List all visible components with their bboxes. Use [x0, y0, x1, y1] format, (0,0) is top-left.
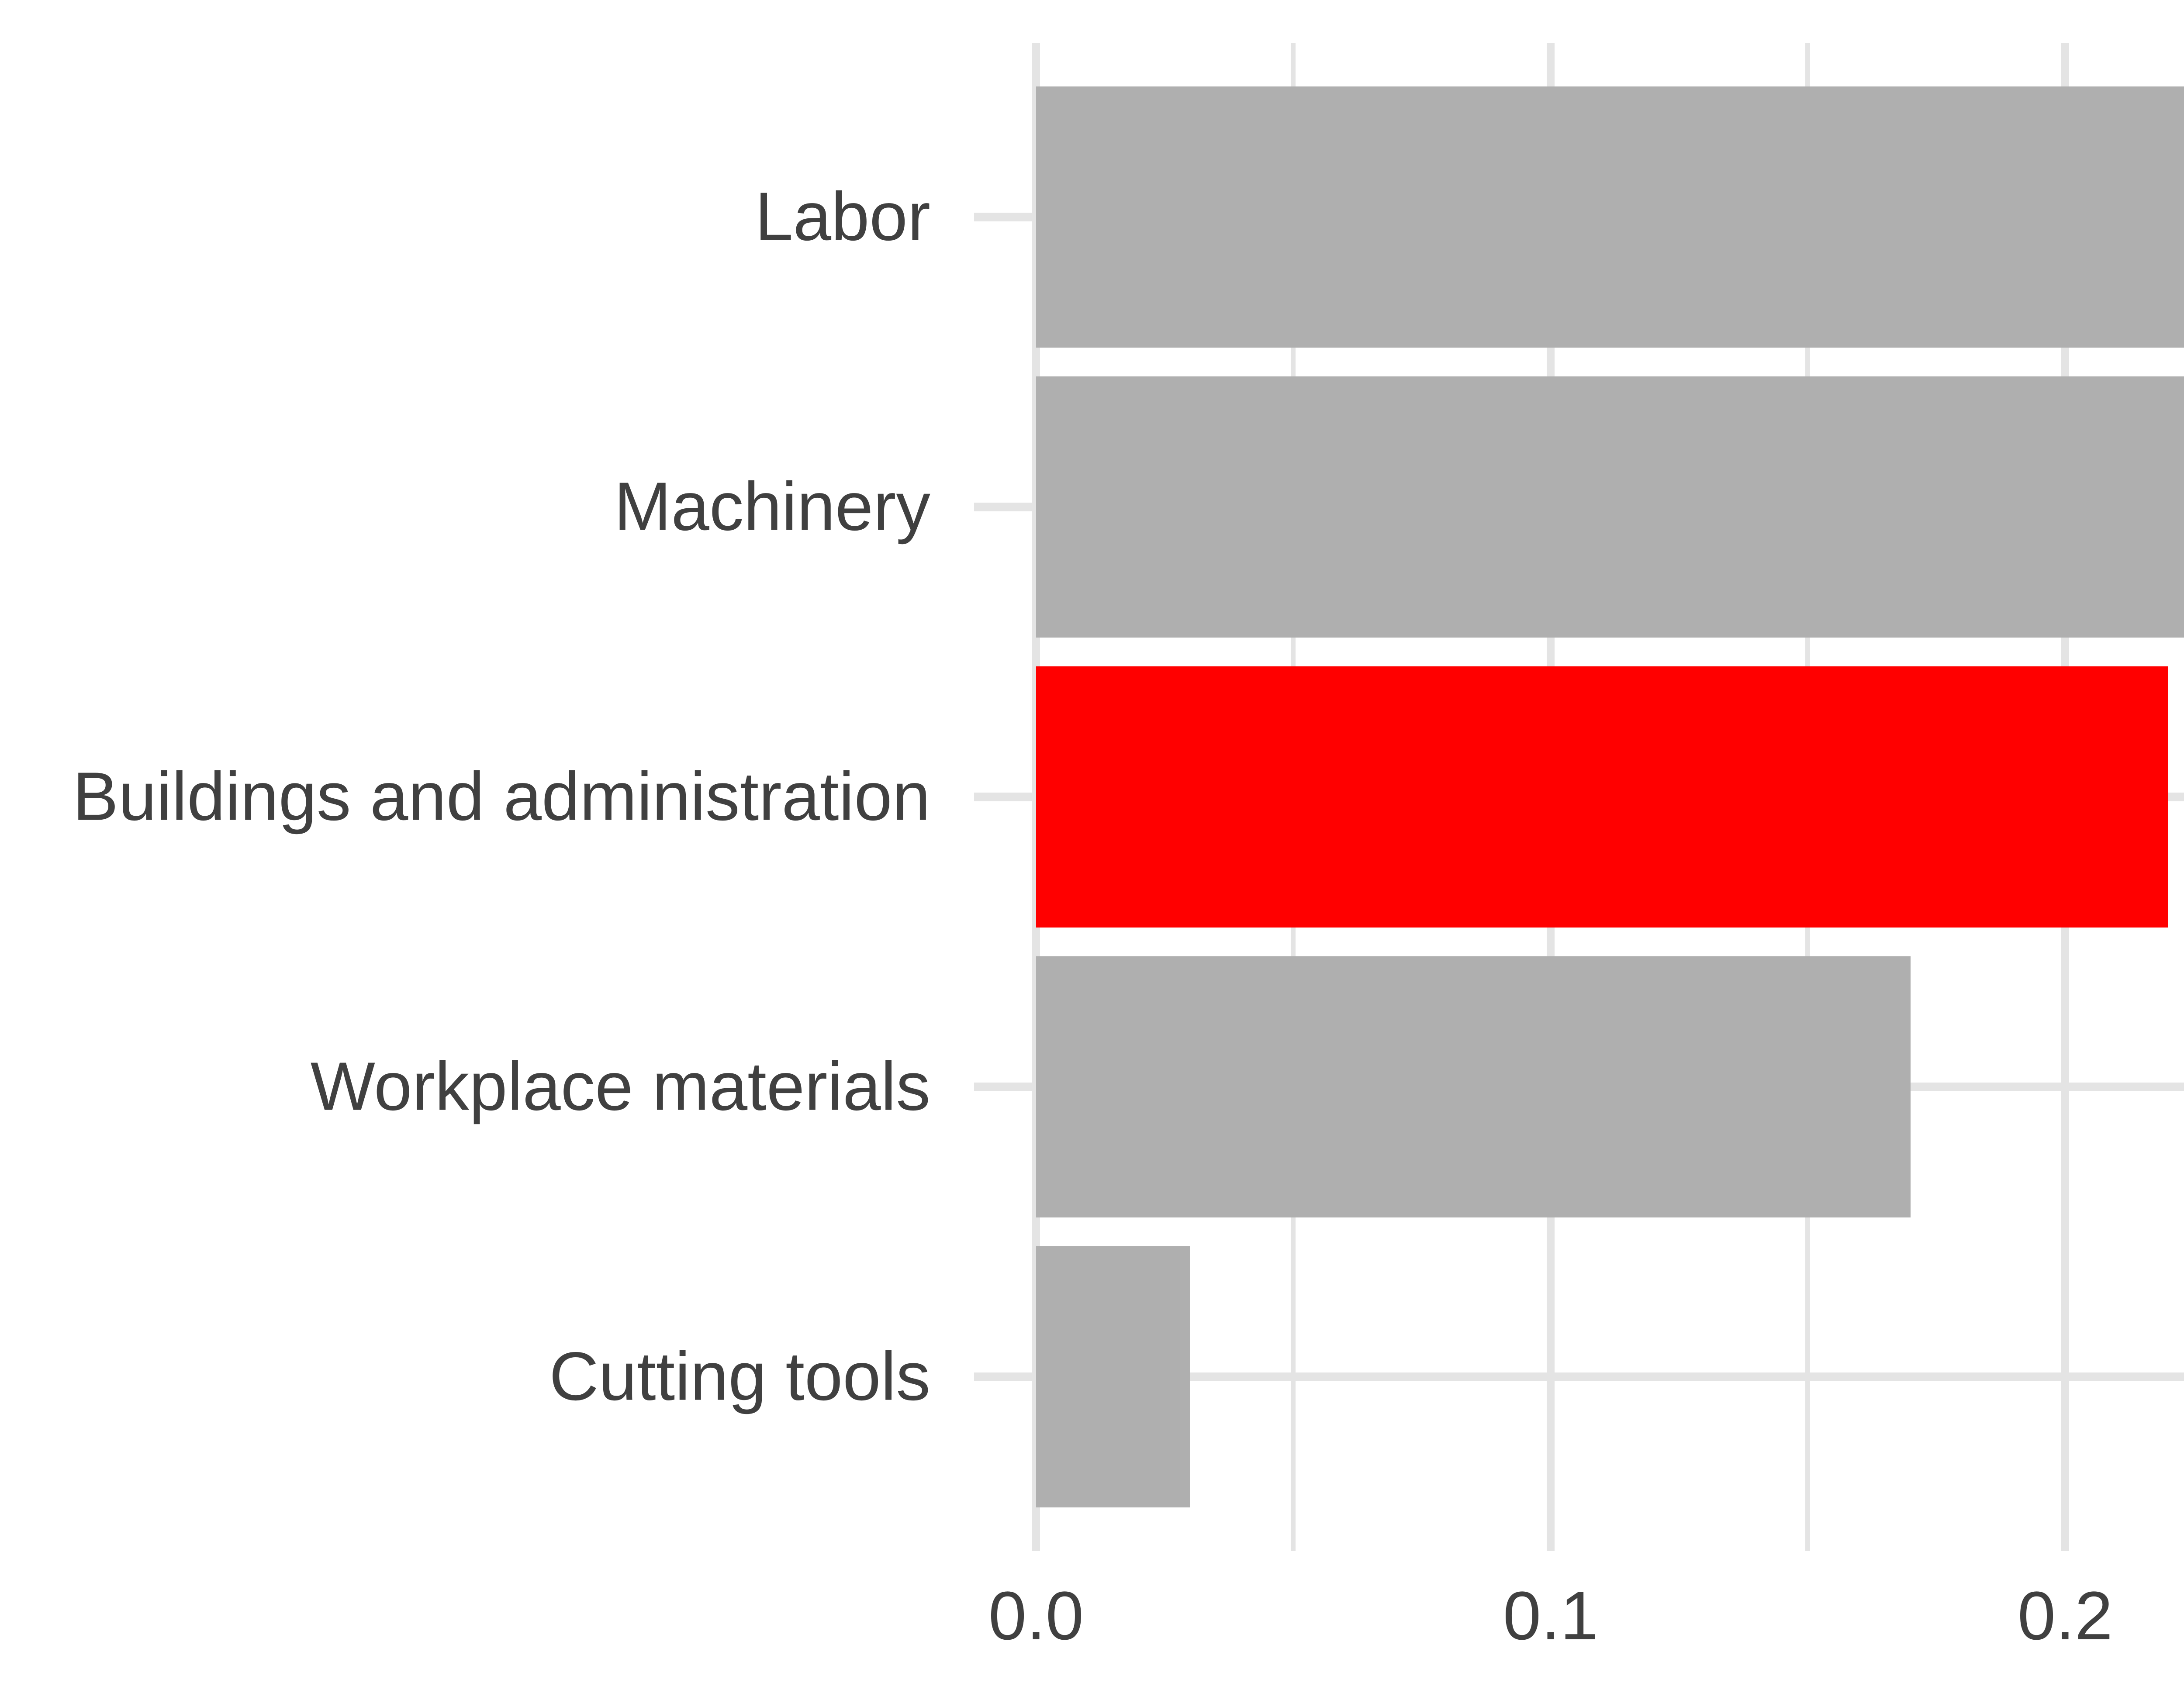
bar-machinery — [1036, 376, 2184, 638]
y-axis-label-workplace-materials: Workplace materials — [310, 1048, 930, 1125]
bar-buildings-and-administration — [1036, 666, 2168, 928]
x-axis-label-0.1: 0.1 — [1503, 1578, 1599, 1654]
bar-labor — [1036, 86, 2184, 348]
bar-cutting-tools — [1036, 1246, 1190, 1507]
y-axis-label-buildings-and-administration: Buildings and administration — [73, 758, 930, 835]
x-axis-label-0.2: 0.2 — [2017, 1578, 2113, 1654]
bar-workplace-materials — [1036, 956, 1911, 1217]
y-gridline-cutting-tools — [974, 1372, 2184, 1381]
y-axis-label-labor: Labor — [755, 178, 930, 255]
y-axis-label-cutting-tools: Cutting tools — [549, 1338, 930, 1415]
y-axis-label-machinery: Machinery — [614, 468, 930, 545]
plot-panel — [974, 43, 2184, 1551]
x-axis-label-0.0: 0.0 — [988, 1578, 1084, 1654]
